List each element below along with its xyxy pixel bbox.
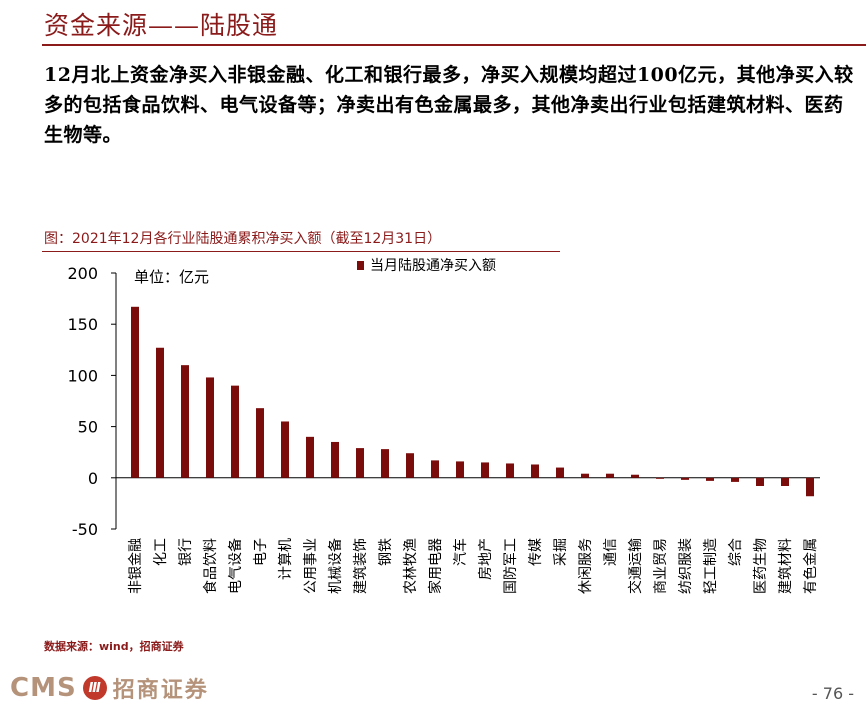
bar: [206, 377, 214, 478]
unit-label: 单位：亿元: [134, 268, 209, 286]
bar: [306, 436, 314, 478]
bar: [681, 477, 689, 480]
legend-label: 当月陆股通净买入额: [370, 258, 496, 274]
bar: [806, 477, 814, 497]
bar: [656, 477, 664, 479]
bar: [456, 461, 464, 478]
category-label: 家用电器: [427, 538, 444, 594]
bar: [256, 408, 264, 478]
bar: [381, 449, 389, 478]
category-label: 商业贸易: [653, 538, 669, 594]
y-tick-label: 150: [67, 315, 98, 334]
category-label: 电子: [253, 538, 269, 566]
title-rule: [42, 44, 866, 46]
category-label: 化工: [153, 538, 169, 566]
bar: [631, 474, 639, 478]
category-label: 轻工制造: [703, 538, 719, 594]
logo-badge-icon: Ⅲ: [82, 676, 107, 700]
source-note: 数据来源：wind，招商证券: [44, 640, 184, 653]
bar: [406, 453, 414, 478]
category-label: 食品饮料: [202, 538, 219, 594]
category-label: 有色金属: [802, 538, 819, 594]
bar: [506, 463, 514, 478]
category-label: 通信: [603, 538, 619, 566]
y-tick-label: 200: [67, 264, 98, 283]
category-label: 国防军工: [503, 538, 519, 594]
bar: [231, 385, 239, 478]
bar: [581, 473, 589, 478]
bar: [181, 365, 189, 478]
logo-company-name: 招商证券: [112, 678, 209, 703]
bar: [431, 460, 439, 478]
category-label: 交通运输: [627, 538, 644, 594]
logo-cms-text: CMS: [10, 673, 77, 703]
y-tick-label: 0: [88, 469, 98, 488]
category-label: 汽车: [452, 538, 469, 566]
figure-caption: 图：2021年12月各行业陆股通累积净买入额（截至12月31日）: [44, 231, 442, 247]
category-label: 采掘: [553, 538, 569, 566]
category-label: 纺织服装: [678, 538, 694, 594]
bar: [356, 448, 364, 478]
y-tick-label: 50: [78, 418, 98, 437]
bar: [781, 477, 789, 486]
legend-swatch: [357, 261, 364, 270]
category-label: 计算机: [278, 538, 294, 580]
category-label: 农林牧渔: [403, 538, 419, 594]
page-title: 资金来源——陆股通: [44, 11, 279, 40]
category-label: 休闲服务: [578, 538, 594, 594]
bar: [281, 421, 289, 478]
bar: [131, 306, 139, 478]
bar: [606, 473, 614, 478]
bar: [706, 477, 714, 481]
figure-rule: [42, 251, 560, 252]
bar: [556, 467, 564, 478]
category-label: 机械设备: [327, 538, 344, 594]
category-label: 房地产: [478, 538, 494, 580]
category-label: 钢铁: [378, 538, 394, 566]
page-number: - 76 -: [811, 684, 854, 703]
y-tick-label: -50: [72, 520, 98, 539]
category-label: 银行: [178, 538, 194, 566]
category-label: 医药生物: [753, 538, 769, 594]
summary-text: 12月北上资金净买入非银金融、化工和银行最多，净买入规模均超过100亿元，其他净…: [44, 64, 854, 146]
category-label: 传媒: [528, 538, 544, 566]
category-label: 建筑装饰: [353, 538, 369, 594]
bar: [481, 462, 489, 478]
bar: [756, 477, 764, 486]
bar: [156, 347, 164, 478]
category-label: 公用事业: [303, 538, 319, 594]
bar: [331, 441, 339, 478]
category-label: 非银金融: [128, 538, 144, 594]
y-tick-label: 100: [67, 366, 98, 385]
bar: [531, 464, 539, 478]
category-label: 电气设备: [227, 538, 244, 594]
company-logo: CMS Ⅲ 招商证券: [10, 672, 209, 704]
category-label: 建筑材料: [778, 538, 794, 594]
category-label: 综合: [728, 538, 744, 566]
bar: [731, 477, 739, 482]
